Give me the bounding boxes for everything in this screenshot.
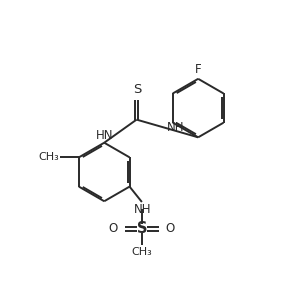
Text: HN: HN	[96, 129, 114, 142]
Text: NH: NH	[167, 121, 185, 134]
Text: O: O	[166, 222, 175, 235]
Text: NH: NH	[134, 203, 151, 216]
Text: F: F	[195, 63, 201, 76]
Text: CH₃: CH₃	[38, 152, 59, 162]
Text: S: S	[137, 221, 147, 237]
Text: O: O	[109, 222, 118, 235]
Text: CH₃: CH₃	[132, 247, 152, 258]
Text: S: S	[133, 83, 142, 96]
